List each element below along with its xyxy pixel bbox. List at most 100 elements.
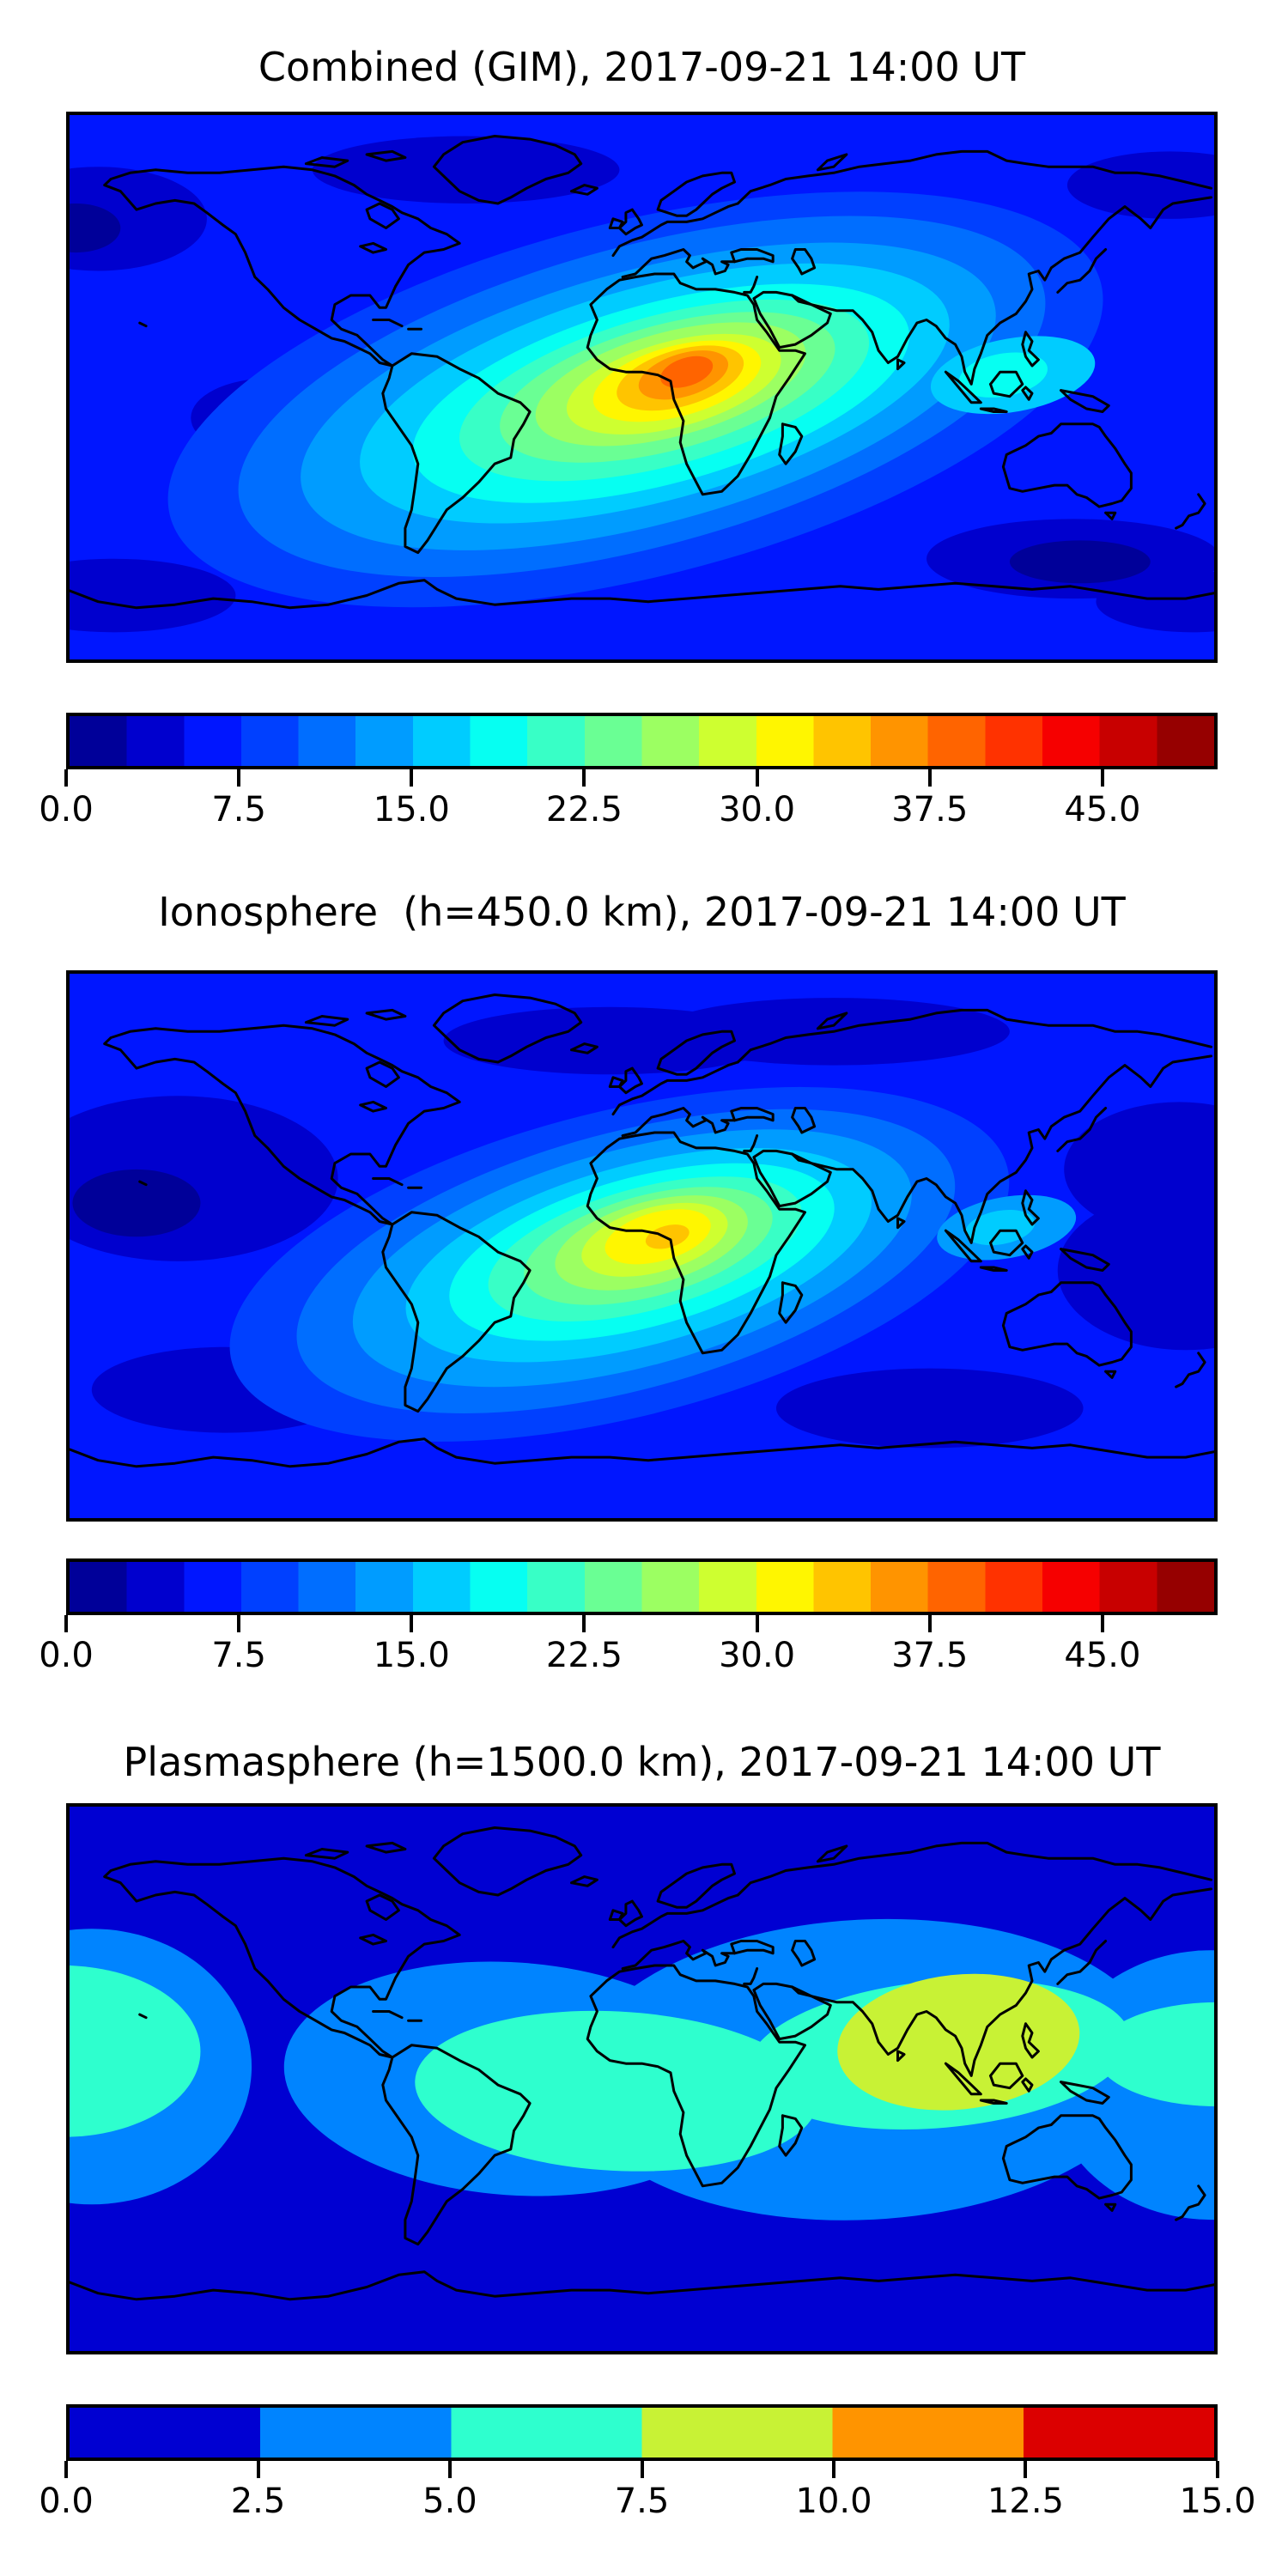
colorbar-gradient <box>66 713 1218 769</box>
map-frame <box>66 1803 1218 2354</box>
coastline <box>896 1217 906 1230</box>
coastline <box>816 1844 848 1863</box>
coastline <box>1021 1244 1034 1260</box>
colorbar-tick <box>64 769 68 787</box>
coastline <box>752 1982 832 2041</box>
contour-band <box>415 2010 818 2172</box>
colorbar-tick-label: 0.0 <box>39 1636 94 1675</box>
coastline <box>359 1100 387 1113</box>
coastline <box>944 370 982 404</box>
contour-band <box>72 1169 201 1237</box>
coastline <box>365 202 400 229</box>
colorbar-gradient <box>66 1558 1218 1615</box>
contour-band <box>66 204 121 253</box>
contour-band <box>645 1224 690 1249</box>
colorbar-tick-label: 15.0 <box>373 790 450 829</box>
colorbar-tick-label: 45.0 <box>1064 1636 1141 1675</box>
colorbar-tick <box>410 1615 414 1632</box>
coastline <box>608 217 624 229</box>
coastline <box>1021 1189 1040 1226</box>
coastline <box>1104 511 1117 520</box>
combined-colorbar: 0.0 7.5 15.0 22.5 30.0 37.5 45.0 <box>39 713 1218 841</box>
coastline <box>621 248 736 279</box>
coastline <box>656 171 736 217</box>
colorbar-tick <box>832 2461 836 2478</box>
contour-band <box>1057 1190 1218 1351</box>
contour-band <box>66 1965 201 2137</box>
colorbar-tick-label: 12.5 <box>987 2482 1064 2521</box>
coastline <box>656 1862 736 1909</box>
coastline <box>1001 1281 1133 1367</box>
colorbar-tick <box>927 1615 932 1632</box>
coastline <box>611 1060 739 1116</box>
colorbar-tick-label: 0.0 <box>39 2482 94 2521</box>
map-frame <box>66 970 1218 1522</box>
colorbar-tick <box>447 2461 452 2478</box>
coastline <box>66 2270 1218 2301</box>
coastline <box>736 1841 1212 1897</box>
coastline <box>359 241 387 254</box>
coastline <box>365 149 407 162</box>
coastline <box>611 1893 739 1949</box>
coastline <box>570 1042 598 1054</box>
colorbar-tick <box>1100 1615 1104 1632</box>
contour-band <box>775 1368 1084 1449</box>
coastline <box>138 2013 148 2020</box>
coastline <box>1175 493 1206 530</box>
contour-band <box>1009 540 1151 584</box>
coastline <box>1104 1370 1117 1379</box>
colorbar-tick-label: 5.0 <box>422 2482 477 2521</box>
colorbar-tick <box>64 2461 68 2478</box>
coastline <box>1021 2077 1034 2093</box>
colorbar-tick <box>410 769 414 787</box>
colorbar-tick-label: 22.5 <box>545 1636 623 1675</box>
coastline <box>730 248 775 264</box>
coastline <box>743 1134 759 1152</box>
coastline <box>103 1856 461 2059</box>
contour-band <box>965 1210 1036 1246</box>
coastline <box>1021 2022 1040 2059</box>
colorbar-tick-label: 30.0 <box>719 790 796 829</box>
coastline <box>621 1107 736 1138</box>
coastline <box>372 2010 404 2020</box>
coastline <box>736 1008 1212 1064</box>
coastline <box>778 422 804 465</box>
colorbar-tick-label: 10.0 <box>795 2482 872 2521</box>
colorbar-tick <box>927 769 932 787</box>
coastline <box>432 135 583 205</box>
plasmasphere-colorbar: 0.0 2.5 5.0 7.5 10.0 12.5 15.0 <box>39 2404 1256 2533</box>
ionosphere-colorbar: 0.0 7.5 15.0 22.5 30.0 37.5 45.0 <box>39 1558 1218 1687</box>
colorbar-tick-label: 0.0 <box>39 790 94 829</box>
coastline <box>372 1177 404 1187</box>
coastline <box>365 1060 400 1088</box>
colorbar-tick <box>755 769 759 787</box>
coastline <box>359 1933 387 1946</box>
coastline <box>1104 2202 1117 2212</box>
coastline <box>608 1909 624 1921</box>
coastline <box>586 1964 806 2188</box>
colorbar-tick-label: 2.5 <box>230 2482 286 2521</box>
coastline <box>791 1054 1212 1244</box>
coastline <box>66 1437 1218 1468</box>
colorbar-tick <box>237 1615 241 1632</box>
coastline <box>816 153 848 172</box>
coastline <box>304 156 349 168</box>
colorbar-tick-label: 22.5 <box>545 790 623 829</box>
coastline <box>730 1940 775 1955</box>
coastline <box>1056 248 1108 294</box>
coastline <box>138 321 148 328</box>
colorbar-tick-label: 30.0 <box>719 1636 796 1675</box>
coastline <box>791 1107 817 1134</box>
coastline <box>1175 1352 1206 1388</box>
coastline <box>989 2062 1024 2090</box>
contour-band <box>1096 571 1218 633</box>
colorbar-tick <box>582 769 586 787</box>
colorbar-gradient <box>66 2404 1218 2461</box>
contour-band <box>66 558 236 633</box>
coastline <box>743 276 759 294</box>
plasmasphere-map <box>66 1803 1218 2354</box>
coastline <box>381 352 532 555</box>
coastline <box>791 1887 1212 2077</box>
colorbar-tick <box>64 1615 68 1632</box>
